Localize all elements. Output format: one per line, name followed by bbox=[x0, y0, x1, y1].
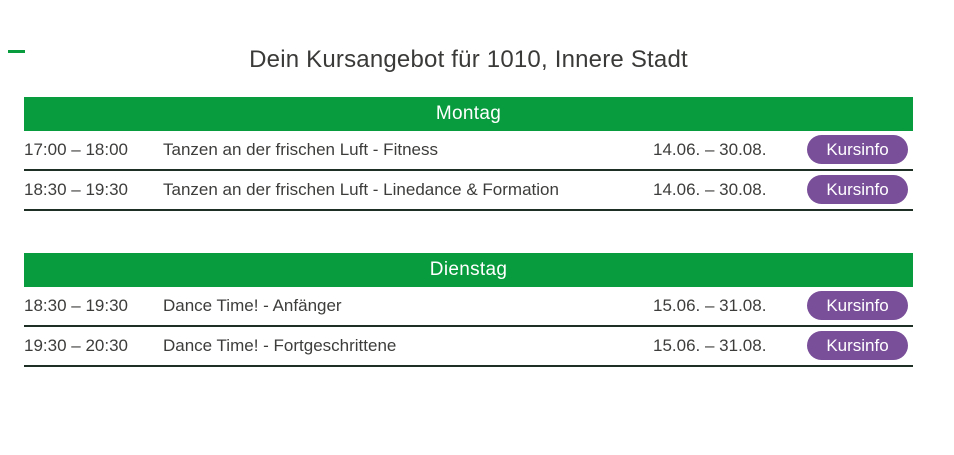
kursinfo-button[interactable]: Kursinfo bbox=[807, 175, 908, 205]
course-time: 18:30 – 19:30 bbox=[24, 179, 128, 199]
day-header-bar: Montag bbox=[24, 96, 913, 131]
course-rows: 18:30 – 19:30 Dance Time! - Anfänger 15.… bbox=[24, 287, 913, 367]
course-name: Tanzen an der frischen Luft - Fitness bbox=[163, 139, 438, 159]
top-accent-dash bbox=[8, 50, 25, 53]
course-row: 19:30 – 20:30 Dance Time! - Fortgeschrit… bbox=[24, 327, 913, 367]
kursinfo-button[interactable]: Kursinfo bbox=[807, 135, 908, 165]
course-name: Dance Time! - Fortgeschrittene bbox=[163, 335, 397, 355]
day-section: Dienstag 18:30 – 19:30 Dance Time! - Anf… bbox=[24, 252, 913, 367]
page: Dein Kursangebot für 1010, Innere Stadt … bbox=[24, 46, 913, 367]
kursinfo-button[interactable]: Kursinfo bbox=[807, 331, 908, 361]
course-name: Tanzen an der frischen Luft - Linedance … bbox=[163, 179, 559, 199]
day-label: Dienstag bbox=[429, 258, 508, 280]
day-section: Montag 17:00 – 18:00 Tanzen an der frisc… bbox=[24, 96, 913, 211]
day-header-bar: Dienstag bbox=[24, 252, 913, 287]
course-time: 17:00 – 18:00 bbox=[24, 139, 128, 159]
course-action-cell: Kursinfo bbox=[788, 291, 913, 321]
course-dates: 15.06. – 31.08. bbox=[653, 335, 767, 355]
kursinfo-button[interactable]: Kursinfo bbox=[807, 291, 908, 321]
course-dates: 15.06. – 31.08. bbox=[653, 295, 767, 315]
course-dates: 14.06. – 30.08. bbox=[653, 179, 767, 199]
course-rows: 17:00 – 18:00 Tanzen an der frischen Luf… bbox=[24, 131, 913, 211]
course-time: 18:30 – 19:30 bbox=[24, 295, 128, 315]
course-row: 18:30 – 19:30 Tanzen an der frischen Luf… bbox=[24, 171, 913, 211]
course-row: 17:00 – 18:00 Tanzen an der frischen Luf… bbox=[24, 131, 913, 171]
course-action-cell: Kursinfo bbox=[788, 135, 913, 165]
course-time: 19:30 – 20:30 bbox=[24, 335, 128, 355]
day-label: Montag bbox=[435, 102, 502, 124]
page-title: Dein Kursangebot für 1010, Innere Stadt bbox=[249, 46, 688, 73]
course-row: 18:30 – 19:30 Dance Time! - Anfänger 15.… bbox=[24, 287, 913, 327]
course-action-cell: Kursinfo bbox=[788, 331, 913, 361]
course-sections: Montag 17:00 – 18:00 Tanzen an der frisc… bbox=[24, 96, 913, 367]
course-dates: 14.06. – 30.08. bbox=[653, 139, 767, 159]
course-action-cell: Kursinfo bbox=[788, 175, 913, 205]
course-name: Dance Time! - Anfänger bbox=[163, 295, 342, 315]
